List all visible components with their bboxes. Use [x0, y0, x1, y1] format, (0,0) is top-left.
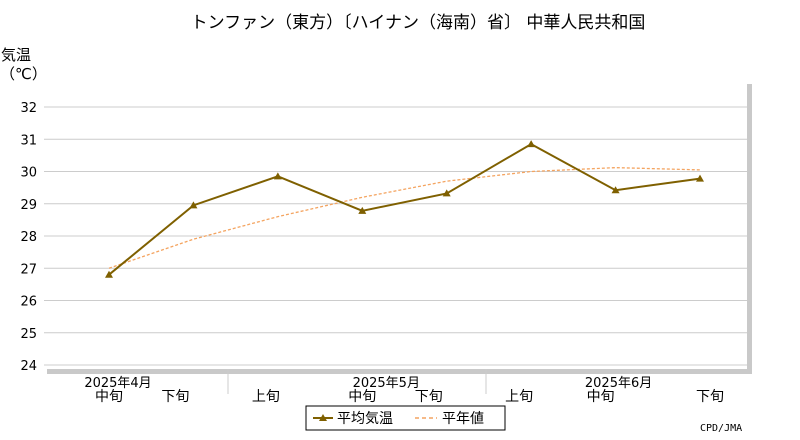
chart-title: トンファン（東方）〔ハイナン（海南）省〕 中華人民共和国 — [191, 13, 646, 33]
series-line-normal — [108, 166, 701, 269]
x-tick-label: 中旬 — [95, 389, 123, 405]
legend: 平均気温 平年値 — [305, 405, 506, 431]
legend-marker-actual — [319, 414, 327, 421]
y-axis-unit: （℃） — [0, 65, 47, 83]
data-point-actual — [189, 201, 198, 209]
x-tick-label: 中旬 — [587, 389, 615, 405]
y-tick-label: 26 — [20, 295, 37, 310]
legend-label-actual: 平均気温 — [337, 411, 393, 427]
data-point-actual — [105, 270, 113, 278]
series-layer — [105, 140, 704, 278]
y-tick-label: 31 — [20, 133, 37, 148]
plot-area — [44, 81, 747, 369]
legend-box — [305, 405, 506, 431]
x-tick-label: 下旬 — [696, 389, 724, 405]
month-label: 2025年4月 — [84, 376, 151, 391]
data-point-actual — [442, 189, 451, 197]
month-label: 2025年6月 — [585, 376, 652, 391]
data-point-actual — [611, 186, 620, 194]
data-point-actual — [273, 172, 282, 180]
y-tick-labels: 24 25 26 27 28 29 30 31 32 — [20, 101, 37, 374]
credit: CPD/JMA — [700, 423, 742, 434]
y-tick-label: 24 — [20, 359, 37, 374]
y-tick-label: 30 — [20, 166, 37, 181]
x-tick-label: 下旬 — [415, 389, 443, 405]
data-point-actual — [358, 206, 367, 214]
y-tick-label: 28 — [20, 230, 37, 245]
x-tick-label: 下旬 — [161, 389, 189, 405]
y-tick-label: 25 — [20, 327, 37, 342]
series-line-actual — [108, 142, 701, 276]
y-tick-label: 29 — [20, 198, 37, 213]
legend-label-normal: 平年値 — [442, 411, 484, 427]
x-axis: 中旬 下旬 上旬 中旬 下旬 上旬 中旬 下旬 2025年4月 2025年5月 2025年6月 — [84, 369, 724, 405]
x-tick-label: 上旬 — [505, 389, 533, 405]
month-label: 2025年5月 — [353, 376, 420, 391]
x-tick-label: 上旬 — [252, 389, 280, 405]
y-axis-label: 気温 — [1, 46, 31, 64]
y-tick-label: 27 — [20, 262, 37, 277]
y-tick-label: 32 — [20, 101, 37, 116]
data-point-actual — [696, 174, 704, 182]
data-point-actual — [527, 140, 536, 148]
x-tick-label: 中旬 — [348, 389, 376, 405]
